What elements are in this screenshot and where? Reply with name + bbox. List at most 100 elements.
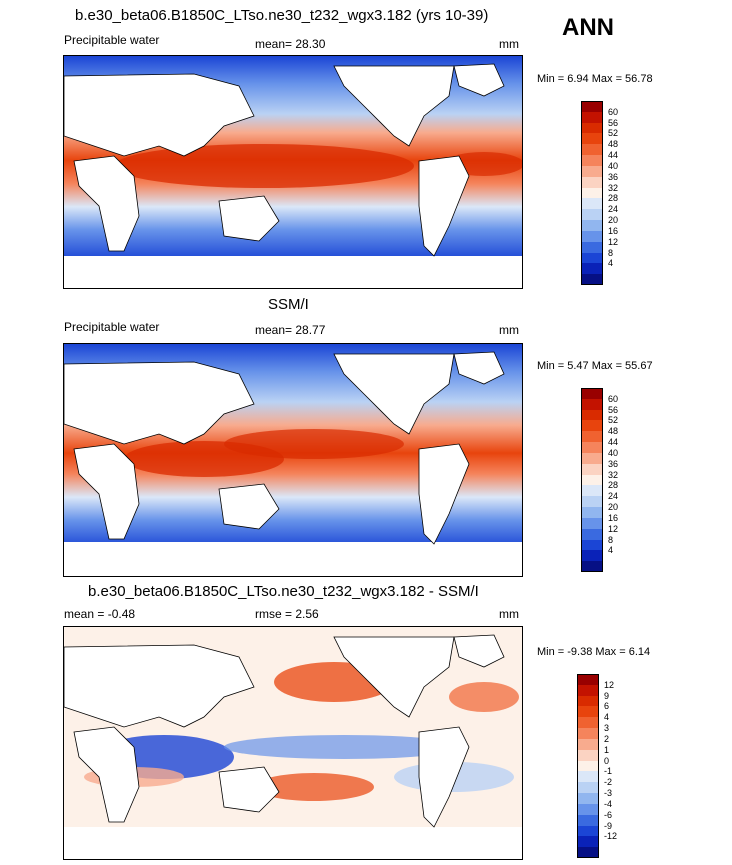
colorbar-swatch — [581, 398, 603, 411]
panel-1-field — [64, 56, 522, 288]
colorbar-tick-label: 52 — [608, 128, 619, 139]
panel-2-title: SSM/I — [268, 296, 309, 313]
panel-2-coastlines — [64, 351, 505, 545]
colorbar-tick-label: 8 — [608, 247, 614, 258]
panel-1-map — [63, 55, 523, 289]
panel-2-variable-label: Precipitable water — [64, 320, 160, 334]
panel-3-rmse-label: rmse = 2.56 — [255, 607, 319, 621]
colorbar-swatch — [581, 550, 603, 562]
colorbar-tick-label: 44 — [608, 150, 619, 161]
colorbar-tick-label: 6 — [604, 701, 610, 712]
colorbar-swatch — [581, 528, 603, 541]
colorbar-tick-label: 24 — [608, 204, 619, 215]
colorbar-tick-label: 32 — [608, 469, 619, 480]
colorbar-swatch — [581, 198, 603, 210]
colorbar-tick-label: -9 — [604, 820, 613, 831]
colorbar-tick-label: 8 — [608, 534, 614, 545]
colorbar-tick-label: -12 — [604, 831, 618, 842]
season-label: ANN — [562, 14, 614, 41]
colorbar-tick-label: 56 — [608, 117, 619, 128]
colorbar-tick-label: -3 — [604, 788, 613, 799]
colorbar-swatch — [581, 263, 603, 275]
colorbar-swatch — [577, 706, 599, 718]
colorbar-swatch — [581, 209, 603, 221]
colorbar-swatch — [577, 825, 599, 837]
colorbar-tick-label: 16 — [608, 225, 619, 236]
colorbar-tick-label: 12 — [604, 679, 615, 690]
panel-1-coastlines — [64, 63, 505, 257]
panel-1-title: b.e30_beta06.B1850C_LTso.ne30_t232_wgx3.… — [75, 7, 489, 24]
colorbar-tick-label: 20 — [608, 215, 619, 226]
colorbar-swatch — [581, 187, 603, 199]
colorbar-tick-label: 44 — [608, 437, 619, 448]
panel-3-field — [64, 627, 522, 859]
colorbar-tick-label: 48 — [608, 426, 619, 437]
colorbar-swatch — [577, 847, 599, 859]
panel-3-colorbar: 12 9 6 4 3 2 1 0 -1 -2 -3 -4 -6 -9 -12 — [577, 674, 637, 859]
colorbar-tick-label: 40 — [608, 160, 619, 171]
colorbar-swatch — [577, 728, 599, 740]
colorbar-tick-label: -2 — [604, 777, 613, 788]
colorbar-tick-label: 28 — [608, 480, 619, 491]
colorbar-swatch — [581, 241, 603, 254]
colorbar-swatch — [581, 122, 603, 134]
panel-3-coastlines — [64, 634, 505, 828]
colorbar-swatch — [581, 101, 603, 113]
colorbar-tick-label: 56 — [608, 404, 619, 415]
colorbar-tick-label: 3 — [604, 723, 610, 734]
panel-3-units: mm — [499, 607, 519, 621]
panel-3-mean-label: mean = -0.48 — [64, 607, 136, 621]
panel-3-map — [63, 626, 523, 860]
colorbar-tick-label: 36 — [608, 458, 619, 469]
colorbar-swatch — [577, 749, 599, 762]
colorbar-tick-label: 12 — [608, 523, 619, 534]
colorbar-swatch — [581, 431, 603, 443]
colorbar-swatch — [577, 760, 599, 772]
panel-2-map — [63, 343, 523, 577]
colorbar-tick-label: 28 — [608, 193, 619, 204]
colorbar-tick-label: 4 — [604, 712, 610, 723]
panel-3-title: b.e30_beta06.B1850C_LTso.ne30_t232_wgx3.… — [88, 583, 479, 600]
colorbar-tick-label: 40 — [608, 447, 619, 458]
colorbar-swatch — [581, 442, 603, 454]
colorbar-tick-label: 32 — [608, 182, 619, 193]
colorbar-tick-label: -4 — [604, 798, 613, 809]
colorbar-tick-label: 1 — [604, 744, 610, 755]
colorbar-swatch — [577, 684, 599, 697]
colorbar-swatch — [577, 771, 599, 783]
colorbar-swatch — [581, 485, 603, 497]
panel-1-units: mm — [499, 37, 519, 51]
colorbar-swatch — [581, 496, 603, 508]
panel-1-variable-label: Precipitable water — [64, 33, 160, 47]
panel-2-field — [64, 344, 522, 576]
colorbar-swatch — [581, 111, 603, 124]
panel-2-units: mm — [499, 323, 519, 337]
colorbar-tick-label: -1 — [604, 766, 613, 777]
panel-2-mean-label: mean= 28.77 — [255, 323, 326, 337]
colorbar-tick-label: 52 — [608, 415, 619, 426]
panel-2-colorbar: 60 56 52 48 44 40 36 32 28 24 20 16 12 8 4 — [581, 388, 641, 573]
colorbar-tick-label: 20 — [608, 502, 619, 513]
colorbar-tick-label: 12 — [608, 236, 619, 247]
colorbar-swatch — [581, 176, 603, 189]
colorbar-tick-label: 2 — [604, 733, 610, 744]
colorbar-tick-label: 24 — [608, 491, 619, 502]
colorbar-swatch — [581, 388, 603, 400]
colorbar-tick-label: -6 — [604, 809, 613, 820]
panel-3-minmax: Min = -9.38 Max = 6.14 — [537, 646, 651, 658]
colorbar-swatch — [581, 144, 603, 156]
panel-1-colorbar: 60 56 52 48 44 40 36 32 28 24 20 16 12 8 4 — [581, 101, 641, 286]
colorbar-swatch — [577, 782, 599, 794]
colorbar-swatch — [581, 274, 603, 286]
colorbar-swatch — [581, 409, 603, 421]
colorbar-swatch — [581, 507, 603, 519]
colorbar-swatch — [577, 674, 599, 686]
panel-1-mean-label: mean= 28.30 — [255, 37, 326, 51]
colorbar-swatch — [577, 717, 599, 729]
colorbar-swatch — [581, 561, 603, 573]
colorbar-tick-label: 16 — [608, 512, 619, 523]
colorbar-swatch — [581, 420, 603, 432]
colorbar-swatch — [581, 165, 603, 178]
colorbar-swatch — [577, 836, 599, 848]
colorbar-swatch — [581, 517, 603, 530]
